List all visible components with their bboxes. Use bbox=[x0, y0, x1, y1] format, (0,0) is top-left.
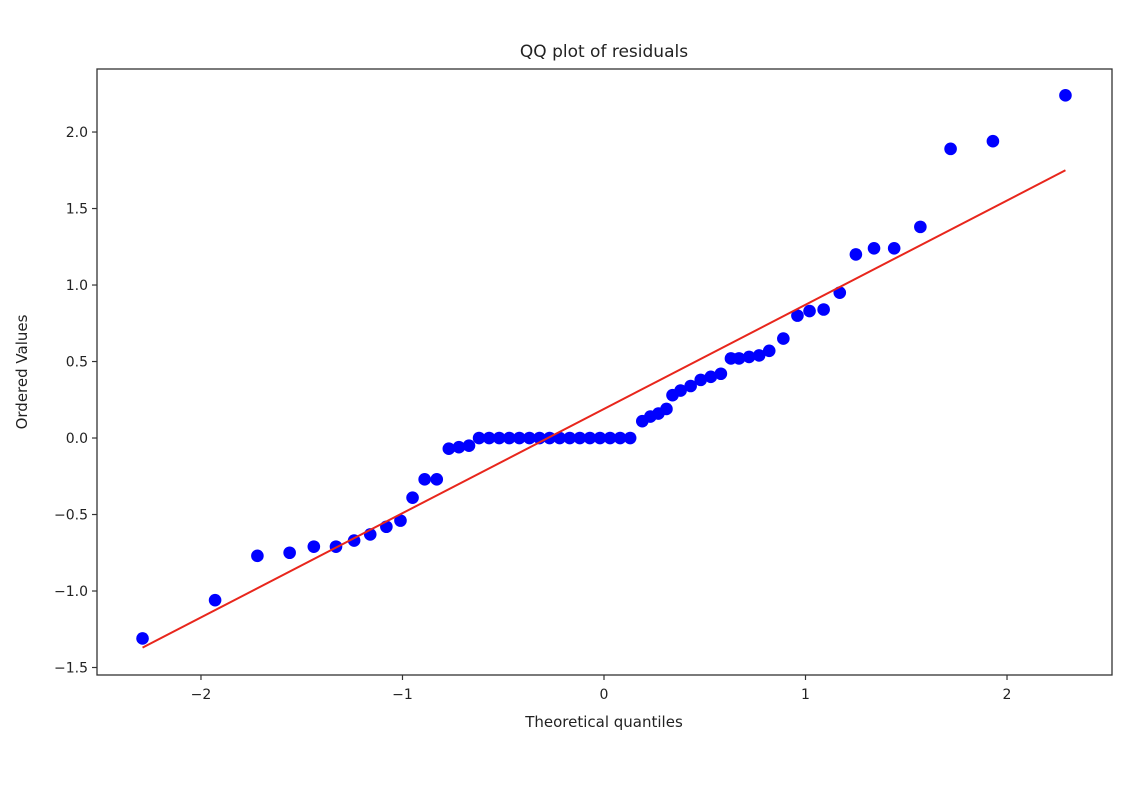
plot-area bbox=[136, 89, 1072, 649]
data-point bbox=[694, 373, 708, 387]
data-point bbox=[674, 384, 687, 397]
data-point bbox=[442, 442, 456, 456]
data-point bbox=[623, 431, 637, 445]
x-tick-label: 0 bbox=[600, 687, 609, 703]
data-point bbox=[817, 303, 830, 316]
data-point bbox=[553, 431, 566, 445]
data-point bbox=[777, 332, 790, 345]
y-axis-label: Ordered Values bbox=[13, 314, 31, 429]
data-point bbox=[462, 439, 476, 452]
data-point bbox=[583, 431, 597, 445]
data-point bbox=[251, 549, 264, 563]
data-point bbox=[482, 431, 496, 445]
data-point bbox=[283, 546, 296, 560]
data-point bbox=[593, 431, 607, 445]
data-point bbox=[136, 632, 149, 645]
data-point bbox=[791, 309, 804, 322]
x-tick-label: −2 bbox=[191, 687, 212, 703]
data-point bbox=[660, 402, 673, 416]
x-axis-label: Theoretical quantiles bbox=[524, 713, 683, 731]
data-point bbox=[492, 431, 506, 445]
data-point bbox=[914, 220, 927, 234]
x-tick-label: −1 bbox=[392, 687, 413, 703]
data-point bbox=[752, 349, 766, 362]
y-tick-label: 2.0 bbox=[66, 125, 88, 141]
y-tick-label: 0.0 bbox=[66, 431, 88, 447]
data-point bbox=[732, 352, 746, 365]
data-point bbox=[394, 514, 407, 527]
data-point bbox=[418, 473, 431, 486]
data-point bbox=[944, 142, 957, 156]
data-point bbox=[472, 431, 486, 445]
data-point bbox=[430, 473, 444, 486]
y-tick-label: −1.0 bbox=[54, 584, 88, 600]
y-tick-label: 1.0 bbox=[66, 278, 88, 294]
x-tick-label: 1 bbox=[801, 687, 810, 703]
data-point bbox=[1059, 89, 1072, 102]
chart-title: QQ plot of residuals bbox=[520, 42, 688, 62]
y-tick-label: −1.5 bbox=[54, 661, 88, 677]
data-point bbox=[867, 242, 881, 255]
data-point bbox=[803, 304, 816, 318]
fit-line bbox=[142, 169, 1066, 649]
y-tick-label: 1.5 bbox=[66, 202, 88, 218]
data-point bbox=[849, 248, 863, 261]
data-point bbox=[742, 350, 756, 364]
axes-frame bbox=[96, 68, 1113, 676]
y-tick-label: 0.5 bbox=[66, 355, 88, 371]
data-point bbox=[613, 431, 627, 445]
y-axis-ticks: −1.5 −1.0 −0.5 0.0 0.5 1.0 1.5 2.0 bbox=[54, 125, 97, 677]
x-axis-ticks: −2 −1 0 1 2 bbox=[191, 675, 1012, 703]
data-point bbox=[684, 379, 697, 393]
data-point bbox=[603, 431, 617, 445]
data-point bbox=[502, 431, 516, 445]
data-point bbox=[887, 242, 901, 255]
data-point bbox=[714, 367, 728, 381]
data-point bbox=[986, 134, 1000, 148]
data-point bbox=[762, 344, 776, 358]
data-point bbox=[452, 440, 466, 454]
data-point bbox=[513, 431, 526, 445]
data-point bbox=[523, 431, 536, 445]
x-tick-label: 2 bbox=[1003, 687, 1012, 703]
data-point bbox=[307, 540, 321, 553]
y-tick-label: −0.5 bbox=[54, 508, 88, 524]
data-point bbox=[208, 593, 222, 607]
data-point bbox=[406, 491, 419, 504]
data-point bbox=[704, 370, 718, 384]
data-point bbox=[563, 431, 577, 445]
data-point bbox=[573, 431, 587, 445]
